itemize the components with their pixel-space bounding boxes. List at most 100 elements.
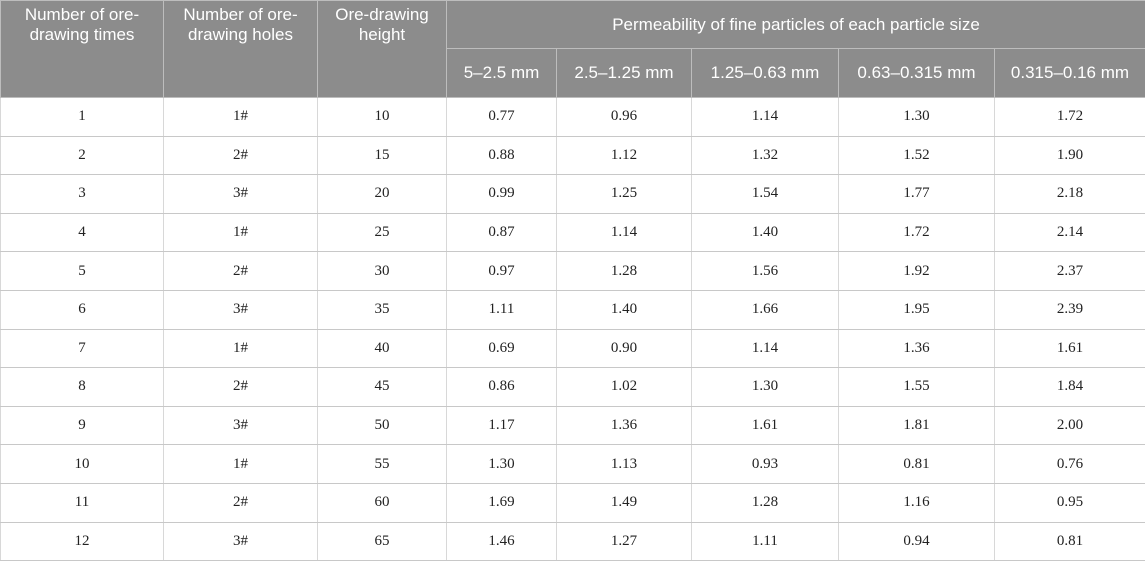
cell-times: 8 <box>1 368 164 407</box>
cell-perm: 2.18 <box>995 175 1145 214</box>
cell-perm: 1.25 <box>557 175 692 214</box>
cell-perm: 1.95 <box>839 290 995 329</box>
cell-perm: 1.02 <box>557 368 692 407</box>
cell-perm: 1.72 <box>839 213 995 252</box>
cell-height: 35 <box>318 290 447 329</box>
cell-perm: 0.76 <box>995 445 1145 484</box>
header-row-top: Number of ore-drawing times Number of or… <box>1 1 1145 49</box>
cell-times: 9 <box>1 406 164 445</box>
cell-perm: 0.99 <box>447 175 557 214</box>
cell-perm: 1.14 <box>692 98 839 137</box>
header-size: 0.315–0.16 mm <box>995 49 1145 98</box>
cell-perm: 1.55 <box>839 368 995 407</box>
header-size: 5–2.5 mm <box>447 49 557 98</box>
cell-perm: 1.49 <box>557 483 692 522</box>
cell-height: 20 <box>318 175 447 214</box>
cell-perm: 1.28 <box>692 483 839 522</box>
cell-perm: 1.40 <box>557 290 692 329</box>
cell-perm: 1.30 <box>839 98 995 137</box>
cell-holes: 1# <box>164 213 318 252</box>
cell-perm: 1.92 <box>839 252 995 291</box>
cell-perm: 1.28 <box>557 252 692 291</box>
cell-perm: 2.14 <box>995 213 1145 252</box>
cell-perm: 0.97 <box>447 252 557 291</box>
cell-perm: 1.36 <box>839 329 995 368</box>
cell-perm: 1.16 <box>839 483 995 522</box>
cell-perm: 0.87 <box>447 213 557 252</box>
cell-perm: 0.81 <box>839 445 995 484</box>
cell-perm: 0.77 <box>447 98 557 137</box>
cell-height: 60 <box>318 483 447 522</box>
cell-holes: 1# <box>164 445 318 484</box>
cell-perm: 2.00 <box>995 406 1145 445</box>
cell-holes: 2# <box>164 252 318 291</box>
cell-times: 4 <box>1 213 164 252</box>
cell-perm: 1.56 <box>692 252 839 291</box>
cell-perm: 1.30 <box>692 368 839 407</box>
header-times: Number of ore-drawing times <box>1 1 164 98</box>
cell-perm: 1.52 <box>839 136 995 175</box>
cell-perm: 1.72 <box>995 98 1145 137</box>
cell-perm: 0.90 <box>557 329 692 368</box>
cell-height: 55 <box>318 445 447 484</box>
cell-perm: 0.93 <box>692 445 839 484</box>
cell-perm: 1.54 <box>692 175 839 214</box>
cell-perm: 2.39 <box>995 290 1145 329</box>
header-holes: Number of ore-drawing holes <box>164 1 318 98</box>
table-header: Number of ore-drawing times Number of or… <box>1 1 1145 98</box>
cell-height: 50 <box>318 406 447 445</box>
cell-holes: 3# <box>164 406 318 445</box>
cell-perm: 1.12 <box>557 136 692 175</box>
cell-height: 15 <box>318 136 447 175</box>
cell-times: 6 <box>1 290 164 329</box>
cell-height: 10 <box>318 98 447 137</box>
cell-holes: 2# <box>164 368 318 407</box>
cell-times: 11 <box>1 483 164 522</box>
cell-perm: 2.37 <box>995 252 1145 291</box>
cell-perm: 1.36 <box>557 406 692 445</box>
cell-perm: 1.32 <box>692 136 839 175</box>
header-permeability-group: Permeability of fine particles of each p… <box>447 1 1145 49</box>
cell-perm: 1.61 <box>692 406 839 445</box>
cell-height: 45 <box>318 368 447 407</box>
cell-holes: 1# <box>164 98 318 137</box>
cell-holes: 2# <box>164 483 318 522</box>
cell-perm: 1.81 <box>839 406 995 445</box>
cell-perm: 1.30 <box>447 445 557 484</box>
cell-perm: 1.61 <box>995 329 1145 368</box>
cell-perm: 0.81 <box>995 522 1145 561</box>
cell-times: 12 <box>1 522 164 561</box>
cell-perm: 0.96 <box>557 98 692 137</box>
cell-times: 5 <box>1 252 164 291</box>
cell-perm: 1.46 <box>447 522 557 561</box>
cell-perm: 0.95 <box>995 483 1145 522</box>
cell-height: 30 <box>318 252 447 291</box>
cell-perm: 1.27 <box>557 522 692 561</box>
cell-times: 3 <box>1 175 164 214</box>
cell-times: 7 <box>1 329 164 368</box>
cell-perm: 0.88 <box>447 136 557 175</box>
cell-holes: 3# <box>164 175 318 214</box>
header-height: Ore-drawing height <box>318 1 447 98</box>
cell-perm: 0.69 <box>447 329 557 368</box>
cell-perm: 1.13 <box>557 445 692 484</box>
header-size: 1.25–0.63 mm <box>692 49 839 98</box>
cell-perm: 0.94 <box>839 522 995 561</box>
cell-perm: 1.69 <box>447 483 557 522</box>
header-size: 2.5–1.25 mm <box>557 49 692 98</box>
cell-height: 25 <box>318 213 447 252</box>
cell-times: 1 <box>1 98 164 137</box>
cell-times: 10 <box>1 445 164 484</box>
